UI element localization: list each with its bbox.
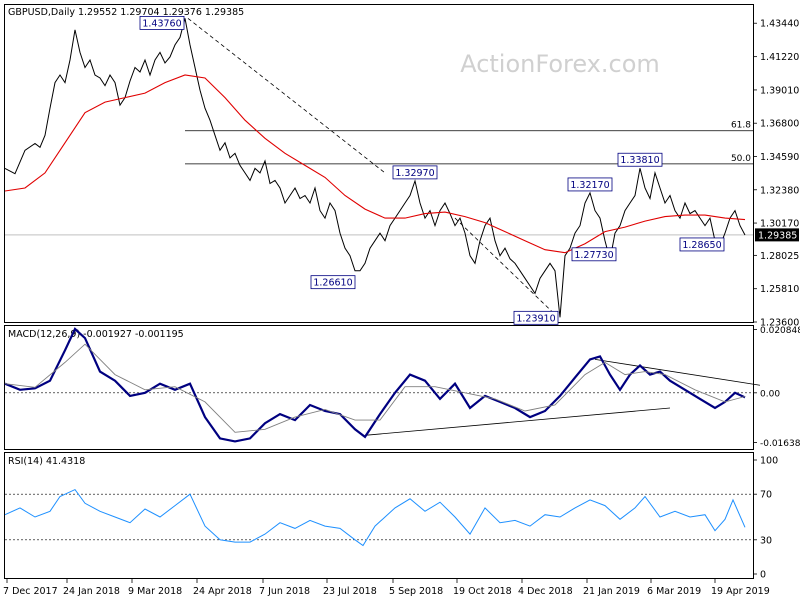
x-tick-label: 4 Dec 2018 — [518, 586, 573, 597]
watermark: ActionForex.com — [460, 50, 660, 78]
price-y-tick-label: 1.23600 — [760, 318, 799, 329]
price-annotation: 1.28650 — [682, 240, 721, 251]
x-tick-label: 6 Mar 2019 — [647, 586, 701, 597]
price-annotation: 1.33810 — [620, 155, 659, 166]
price-annotation: 1.43760 — [142, 18, 181, 29]
price-y-tick-label: 1.25810 — [760, 284, 799, 295]
price-annotation-box — [567, 177, 613, 192]
x-tick-label: 7 Jun 2018 — [259, 586, 310, 597]
price-trendline — [187, 18, 386, 174]
last-price-tag — [755, 228, 799, 242]
price-annotation-box — [679, 237, 725, 252]
macd-trendline — [364, 407, 671, 436]
macd-y-tick-label: 0.00 — [760, 389, 780, 399]
price-y-tick-label: 1.30170 — [760, 219, 799, 230]
price-y-tick-label: 1.41220 — [760, 52, 799, 63]
rsi-title: RSI(14) 41.4318 — [8, 456, 85, 467]
rsi-y-tick-label: 30 — [760, 535, 772, 546]
x-tick-label: 19 Oct 2018 — [453, 586, 512, 597]
price-title: GBPUSD,Daily 1.29552 1.29704 1.29376 1.2… — [8, 7, 244, 18]
price-annotation: 1.27730 — [574, 250, 613, 261]
x-tick-label: 23 Jul 2018 — [323, 586, 377, 597]
price-annotation: 1.23910 — [516, 313, 555, 324]
macd-panel-frame — [4, 325, 754, 450]
price-annotation-box — [617, 152, 663, 167]
price-y-tick-label: 1.43440 — [760, 19, 799, 30]
macd-title: MACD(12,26,9) -0.001927 -0.001195 — [8, 329, 184, 340]
x-tick-label: 24 Apr 2018 — [193, 586, 252, 597]
price-panel-frame — [4, 4, 754, 323]
price-annotation-box — [139, 16, 185, 30]
price-annotation-box — [571, 247, 617, 262]
macd-y-tick-label: -0.016389 — [760, 439, 800, 449]
macd-y-tick-label: 0.020848 — [760, 326, 800, 336]
price-annotation: 1.26610 — [313, 278, 352, 289]
macd-line — [4, 327, 746, 443]
price-close-line — [4, 18, 746, 318]
rsi-panel-frame — [4, 452, 754, 579]
price-y-tick-label: 1.36800 — [760, 119, 799, 130]
rsi-y-tick-label: 0 — [760, 570, 766, 581]
price-trendline — [454, 217, 559, 318]
rsi-line — [4, 488, 746, 547]
price-annotation-box — [310, 275, 356, 290]
fib-level-label: 50.0 — [731, 154, 751, 164]
x-tick-label: 19 Apr 2019 — [711, 586, 770, 597]
price-annotation: 1.32970 — [395, 168, 434, 179]
x-tick-label: 9 Mar 2018 — [128, 586, 182, 597]
x-tick-label: 24 Jan 2018 — [63, 586, 120, 597]
x-tick-label: 21 Jan 2019 — [583, 586, 640, 597]
macd-signal-line — [4, 343, 746, 433]
moving-average-line — [4, 74, 746, 254]
price-y-tick-label: 1.39010 — [760, 85, 799, 96]
price-y-tick-label: 1.32380 — [760, 185, 799, 196]
macd-trendline — [594, 359, 761, 386]
price-annotation-box — [513, 310, 559, 325]
rsi-y-tick-label: 100 — [760, 456, 778, 467]
rsi-y-tick-label: 70 — [760, 490, 772, 501]
fib-level-label: 61.8 — [731, 121, 751, 131]
price-annotation-box — [392, 165, 438, 180]
price-y-tick-label: 1.28025 — [760, 251, 799, 262]
last-price-label: 1.29385 — [758, 230, 797, 241]
x-tick-label: 5 Sep 2018 — [389, 586, 443, 597]
x-tick-label: 7 Dec 2017 — [3, 586, 58, 597]
price-y-tick-label: 1.34590 — [760, 152, 799, 163]
price-annotation: 1.32170 — [570, 180, 609, 191]
